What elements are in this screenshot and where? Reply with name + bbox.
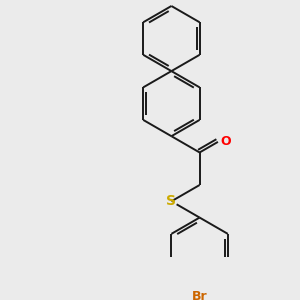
Text: S: S <box>167 194 176 208</box>
Text: O: O <box>220 135 231 148</box>
Text: Br: Br <box>192 290 207 300</box>
